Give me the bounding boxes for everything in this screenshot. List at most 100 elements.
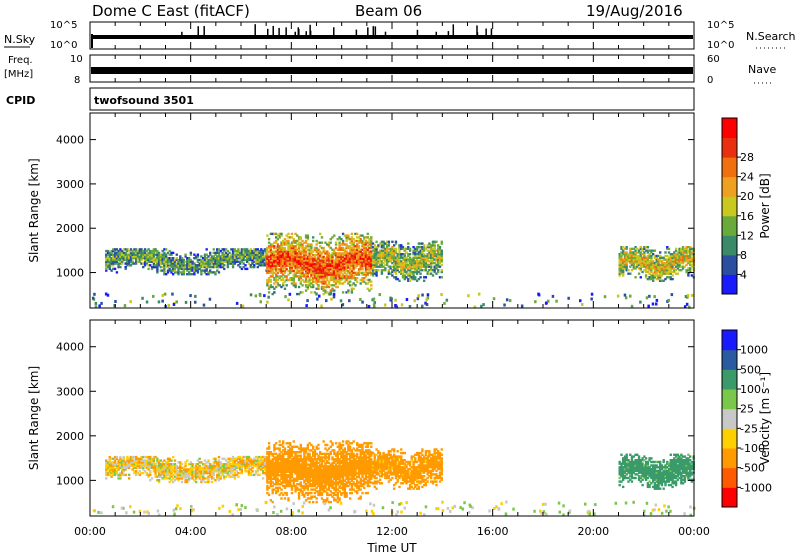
echo-cell bbox=[191, 473, 194, 477]
echo-cell bbox=[282, 252, 285, 255]
echo-cell bbox=[212, 258, 215, 262]
echo-cell bbox=[652, 263, 655, 267]
echo-cell bbox=[297, 259, 301, 262]
echo-cell bbox=[267, 291, 271, 294]
echo-cell bbox=[322, 259, 325, 262]
echo-cell bbox=[292, 264, 295, 267]
echo-cell bbox=[317, 266, 320, 269]
echo-cell bbox=[156, 457, 159, 460]
echo-cell bbox=[357, 269, 361, 273]
echo-cell bbox=[417, 270, 421, 274]
echo-cell bbox=[329, 452, 332, 456]
echo-cell bbox=[297, 271, 301, 275]
echo-cell bbox=[683, 249, 687, 252]
echo-cell bbox=[179, 475, 182, 478]
echo-cell bbox=[239, 255, 242, 258]
echo-cell bbox=[280, 451, 283, 454]
echo-cell bbox=[239, 471, 242, 475]
echo-cell bbox=[112, 264, 115, 267]
echo-cell bbox=[247, 468, 251, 471]
echo-cell bbox=[261, 249, 265, 253]
echo-cell bbox=[317, 465, 320, 468]
echo-cell bbox=[317, 472, 320, 475]
echo-cell bbox=[140, 251, 143, 255]
echo-cell bbox=[414, 254, 417, 258]
echo-cell bbox=[350, 243, 354, 246]
echo-cell bbox=[324, 490, 327, 493]
echo-cell bbox=[370, 261, 373, 264]
echo-cell bbox=[408, 276, 412, 279]
echo-cell bbox=[266, 491, 269, 495]
echo-cell bbox=[283, 447, 287, 450]
echo-cell bbox=[303, 488, 306, 491]
echo-cell bbox=[632, 254, 635, 258]
echo-cell bbox=[294, 241, 297, 244]
echo-cell bbox=[105, 262, 108, 265]
echo-cell bbox=[223, 466, 226, 469]
echo-cell bbox=[308, 481, 311, 484]
echo-cell bbox=[327, 252, 331, 255]
echo-cell bbox=[282, 463, 285, 466]
echo-cell bbox=[152, 265, 156, 269]
echo-cell bbox=[380, 246, 384, 249]
echo-cell bbox=[356, 271, 359, 275]
echo-cell bbox=[431, 261, 435, 265]
echo-cell bbox=[275, 483, 278, 486]
echo-cell bbox=[340, 282, 343, 285]
echo-cell bbox=[200, 468, 203, 471]
echo-cell bbox=[644, 258, 648, 261]
echo-cell bbox=[119, 477, 122, 480]
echo-cell bbox=[405, 267, 408, 270]
y-tick-label: 1000 bbox=[56, 267, 84, 280]
echo-cell bbox=[396, 260, 399, 263]
echo-cell bbox=[304, 245, 308, 248]
echo-cell bbox=[329, 246, 332, 250]
echo-cell bbox=[297, 246, 301, 250]
echo-cell bbox=[138, 260, 141, 263]
echo-cell bbox=[165, 473, 168, 477]
echo-cell bbox=[398, 246, 401, 249]
echo-cell bbox=[269, 255, 273, 259]
echo-cell bbox=[108, 473, 111, 477]
echo-cell bbox=[664, 261, 667, 265]
echo-cell bbox=[124, 262, 127, 265]
echo-cell bbox=[140, 258, 143, 262]
echo-cell bbox=[400, 244, 403, 247]
scatter-cell bbox=[378, 293, 381, 297]
echo-cell bbox=[269, 262, 273, 266]
echo-cell bbox=[119, 257, 122, 260]
echo-cell bbox=[122, 470, 126, 473]
echo-cell bbox=[170, 269, 173, 272]
echo-cell bbox=[113, 455, 117, 459]
echo-cell bbox=[324, 289, 327, 292]
echo-cell bbox=[643, 251, 646, 254]
echo-cell bbox=[122, 468, 126, 471]
echo-cell bbox=[289, 452, 292, 456]
echo-cell bbox=[282, 440, 285, 443]
echo-cell bbox=[122, 464, 126, 468]
echo-cell bbox=[396, 277, 399, 281]
echo-cell bbox=[202, 468, 205, 471]
echo-cell bbox=[320, 264, 324, 267]
echo-cell bbox=[676, 263, 679, 267]
echo-cell bbox=[282, 449, 285, 452]
echo-cell bbox=[650, 277, 653, 281]
echo-cell bbox=[389, 256, 392, 259]
echo-cell bbox=[308, 468, 311, 472]
echo-cell bbox=[269, 499, 273, 502]
echo-cell bbox=[161, 255, 164, 258]
echo-cell bbox=[235, 463, 238, 466]
echo-cell bbox=[329, 500, 332, 504]
echo-cell bbox=[289, 252, 292, 255]
echo-cell bbox=[290, 282, 294, 285]
echo-cell bbox=[622, 263, 625, 267]
echo-cell bbox=[366, 271, 369, 275]
echo-cell bbox=[639, 258, 642, 261]
echo-cell bbox=[673, 253, 676, 256]
echo-cell bbox=[370, 262, 373, 266]
echo-cell bbox=[187, 271, 191, 274]
echo-cell bbox=[203, 253, 207, 256]
echo-cell bbox=[210, 257, 214, 260]
echo-cell bbox=[296, 266, 299, 269]
echo-cell bbox=[292, 273, 295, 276]
